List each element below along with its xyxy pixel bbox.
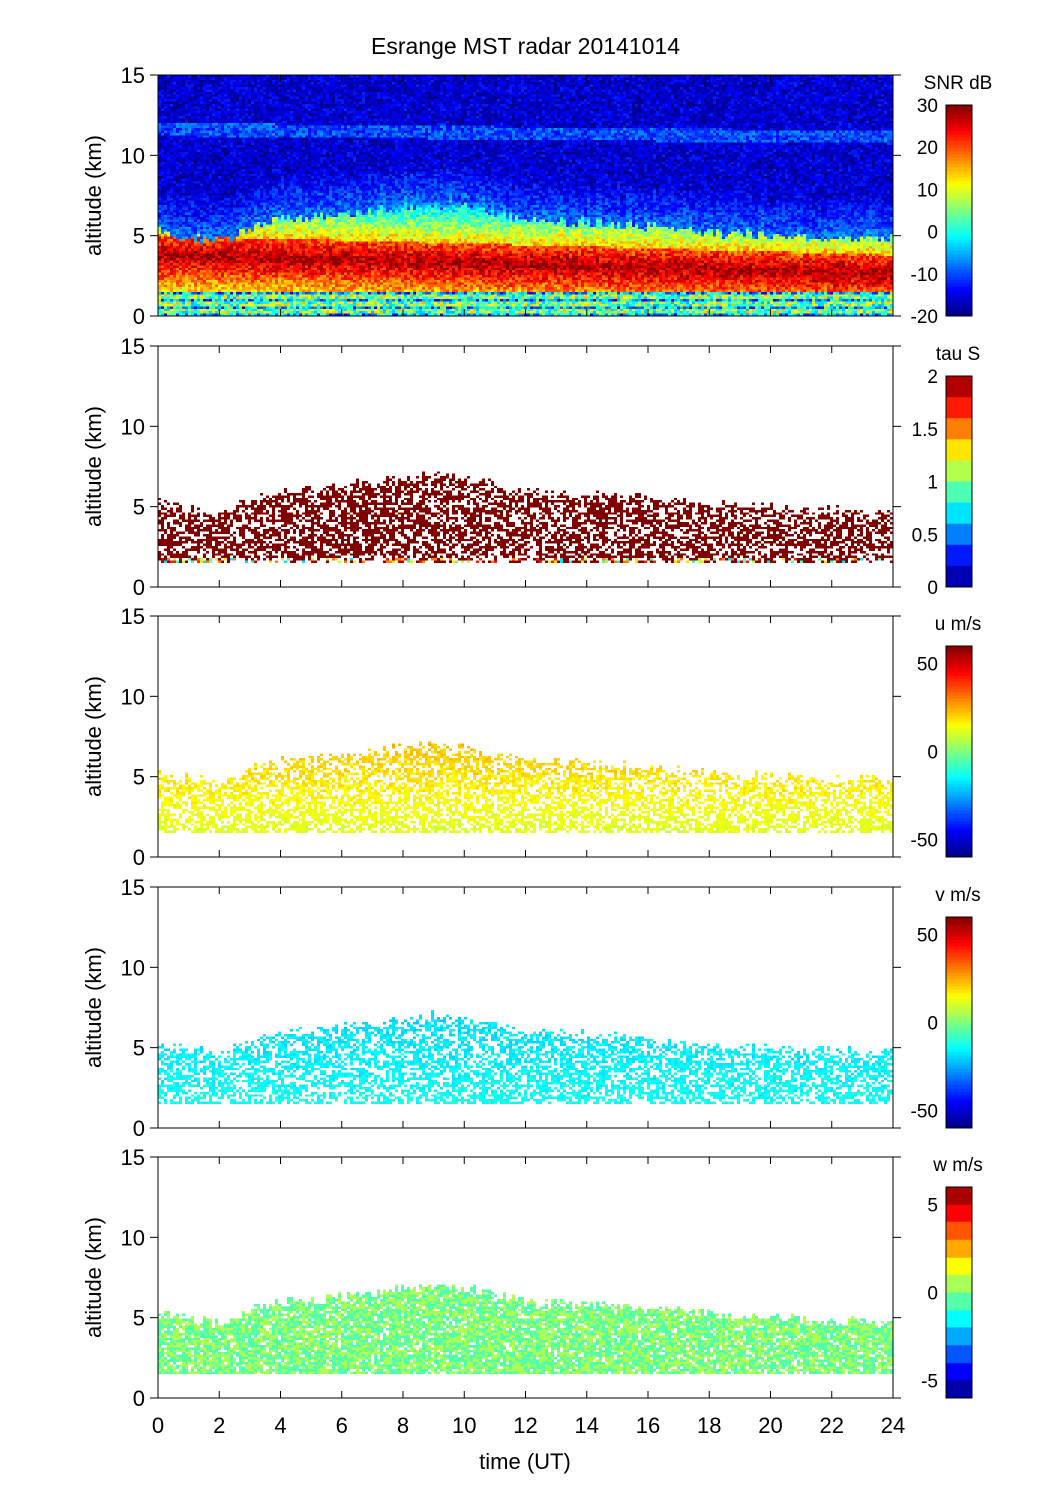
x-tick-label: 20	[758, 1413, 782, 1438]
colorbar-tick-label: 30	[917, 96, 938, 117]
y-axis-label: altitude (km)	[81, 135, 106, 256]
colorbar-title: u m/s	[935, 614, 981, 635]
y-tick-label: 15	[121, 1145, 145, 1170]
plot-frame	[157, 615, 894, 858]
plot-frame	[157, 345, 894, 588]
y-tick-label: 10	[121, 955, 145, 980]
x-tick-label: 2	[213, 1413, 225, 1438]
plot-frame	[157, 74, 894, 317]
x-tick-label: 18	[697, 1413, 721, 1438]
colorbar-tick-label: -10	[911, 265, 938, 286]
colorbar-tick-label: 50	[917, 926, 938, 947]
u-wind-heatmap	[158, 616, 893, 857]
x-tick-label: 0	[152, 1413, 164, 1438]
colorbar-tick-label: 10	[917, 180, 938, 201]
colorbar-tick-label: 0	[927, 1014, 938, 1035]
y-axis-label: altitude (km)	[81, 676, 106, 797]
y-tick-label: 5	[133, 765, 145, 790]
v-wind-heatmap	[158, 887, 893, 1128]
chart-title: Esrange MST radar 20141014	[371, 33, 680, 59]
colorbar-tick-label: 2	[927, 367, 938, 388]
x-tick-label: 6	[336, 1413, 348, 1438]
colorbar-tick-label: -5	[921, 1371, 938, 1392]
colorbar-tick-label: 0	[927, 223, 938, 244]
colorbar-tick-label: 0	[927, 578, 938, 599]
plot-frame	[157, 1156, 894, 1399]
x-tick-label: 16	[636, 1413, 660, 1438]
y-tick-label: 5	[133, 1306, 145, 1331]
colorbar-frame	[945, 375, 973, 588]
y-tick-label: 15	[121, 875, 145, 900]
colorbar-title: v m/s	[935, 885, 980, 906]
colorbar-tick-label: 5	[927, 1196, 938, 1217]
y-tick-label: 10	[121, 414, 145, 439]
colorbar-tick-label: 1	[927, 473, 938, 494]
y-tick-label: 5	[133, 1036, 145, 1061]
colorbar-tick-label: 20	[917, 138, 938, 159]
colorbar-title: SNR dB	[924, 73, 993, 94]
colorbar-tick-label: 0	[927, 743, 938, 764]
x-tick-label: 4	[274, 1413, 286, 1438]
y-axis-label: altitude (km)	[81, 947, 106, 1068]
y-tick-label: 15	[121, 334, 145, 359]
y-tick-label: 15	[121, 63, 145, 88]
plot-frame	[157, 886, 894, 1129]
v-colorbar	[946, 917, 972, 1128]
y-tick-label: 0	[133, 1386, 145, 1411]
x-axis-label: time (UT)	[479, 1449, 571, 1474]
colorbar-frame	[945, 645, 973, 858]
w-wind-heatmap	[158, 1157, 893, 1398]
colorbar-tick-label: -50	[911, 1101, 938, 1122]
tau-heatmap	[158, 346, 893, 587]
colorbar-tick-label: 0.5	[912, 525, 938, 546]
colorbar-frame	[945, 104, 973, 317]
snr-colorbar	[946, 105, 972, 316]
x-tick-label: 24	[881, 1413, 905, 1438]
colorbar-title: tau S	[936, 344, 980, 365]
y-tick-label: 0	[133, 575, 145, 600]
x-tick-label: 22	[820, 1413, 844, 1438]
colorbar-tick-label: 1.5	[912, 420, 938, 441]
colorbar-tick-label: 0	[927, 1284, 938, 1305]
snr-heatmap	[158, 75, 893, 316]
u-colorbar	[946, 646, 972, 857]
y-tick-label: 10	[121, 1225, 145, 1250]
y-tick-label: 15	[121, 604, 145, 629]
y-tick-label: 10	[121, 684, 145, 709]
y-tick-label: 0	[133, 304, 145, 329]
tau-colorbar	[946, 376, 972, 587]
colorbar-tick-label: -50	[911, 830, 938, 851]
colorbar-tick-label: -20	[911, 307, 938, 328]
y-axis-label: altitude (km)	[81, 406, 106, 527]
x-tick-label: 10	[452, 1413, 476, 1438]
y-tick-label: 0	[133, 1116, 145, 1141]
colorbar-title: w m/s	[932, 1155, 983, 1176]
y-tick-label: 0	[133, 845, 145, 870]
w-colorbar	[946, 1187, 972, 1398]
y-axis-label: altitude (km)	[81, 1217, 106, 1338]
x-tick-label: 14	[575, 1413, 599, 1438]
colorbar-frame	[945, 916, 973, 1129]
x-tick-label: 8	[397, 1413, 409, 1438]
colorbar-tick-label: 50	[917, 655, 938, 676]
y-tick-label: 5	[133, 224, 145, 249]
colorbar-frame	[945, 1186, 973, 1399]
x-tick-label: 12	[513, 1413, 537, 1438]
y-tick-label: 10	[121, 143, 145, 168]
y-tick-label: 5	[133, 495, 145, 520]
